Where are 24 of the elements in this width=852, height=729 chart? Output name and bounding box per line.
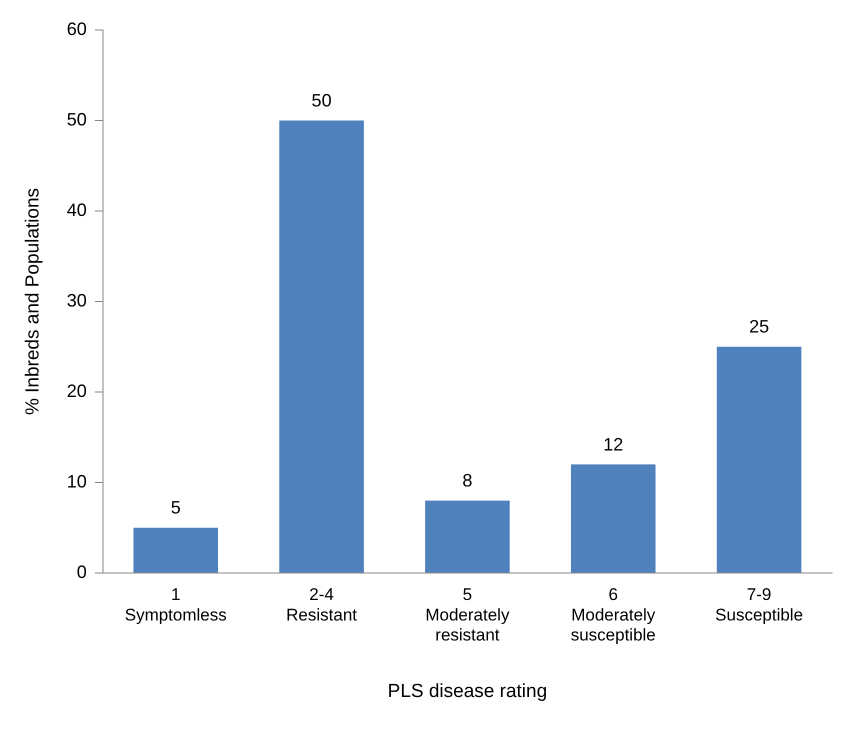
y-tick-label: 20: [66, 380, 87, 401]
data-label: 50: [312, 90, 332, 110]
y-tick-label: 60: [66, 18, 87, 39]
y-tick-label: 40: [66, 200, 87, 220]
bar: [570, 464, 656, 572]
x-tick-label: 6 Moderately susceptible: [570, 584, 656, 645]
x-axis-title: PLS disease rating: [388, 680, 548, 702]
data-label: 8: [462, 470, 472, 491]
data-label: 12: [603, 434, 624, 454]
data-label: 5: [170, 498, 181, 518]
bar: [716, 346, 802, 572]
y-tick-label: 30: [66, 290, 87, 310]
y-tick-label: 10: [66, 471, 87, 492]
x-tick-label: 7-9 Susceptible: [715, 584, 804, 624]
y-axis-title: % Inbreds and Populations: [22, 188, 44, 416]
bar: [425, 500, 510, 572]
x-tick-label: 1 Symptomless: [124, 584, 227, 624]
x-tick-label: 5 Moderately resistant: [425, 584, 510, 645]
y-tick-label: 50: [66, 109, 87, 130]
x-tick-label: 2-4 Resistant: [286, 584, 358, 624]
bar: [279, 120, 364, 572]
bar: [133, 528, 218, 572]
data-label: 25: [749, 316, 770, 337]
y-tick-label: 0: [76, 562, 87, 582]
